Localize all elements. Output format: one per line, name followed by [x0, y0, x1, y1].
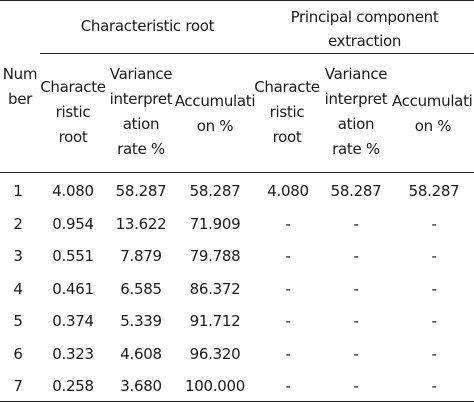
cell-characteristic-root: 0.258 — [52, 377, 94, 395]
cell-extraction-accumulation: - — [431, 279, 437, 298]
column-header-extraction-variance-rate: Variance interpret ation rate % — [324, 65, 388, 158]
group-header-characteristic-root: Characteristic root — [80, 17, 215, 35]
cell-extraction-characteristic-root: - — [285, 312, 291, 330]
cell-characteristic-root: 0.954 — [52, 214, 94, 233]
cell-number: 7 — [13, 377, 23, 395]
top-rule — [0, 0, 474, 1]
cell-variance-rate: 3.680 — [120, 377, 162, 395]
cell-extraction-characteristic-root: 4.080 — [267, 182, 309, 200]
cell-accumulation: 91.712 — [189, 312, 241, 330]
cell-characteristic-root: 4.080 — [52, 182, 94, 200]
cell-variance-rate: 5.339 — [120, 312, 162, 330]
cell-extraction-characteristic-root: - — [285, 377, 291, 395]
cell-variance-rate: 7.879 — [120, 247, 162, 265]
cell-extraction-accumulation: - — [431, 344, 437, 363]
column-header-number: Num ber — [2, 65, 38, 108]
cell-accumulation: 100.000 — [185, 377, 245, 395]
cell-number: 5 — [13, 312, 23, 330]
cell-characteristic-root: 0.374 — [52, 312, 94, 330]
cell-extraction-accumulation: - — [431, 214, 437, 233]
group-header-rule — [40, 53, 474, 54]
column-header-characteristic-root: Characte ristic root — [40, 78, 106, 146]
cell-accumulation: 71.909 — [189, 214, 241, 233]
cell-accumulation: 79.788 — [189, 247, 241, 265]
cell-variance-rate: 6.585 — [120, 279, 162, 298]
cell-extraction-characteristic-root: - — [285, 279, 291, 298]
cell-extraction-accumulation: - — [431, 377, 437, 395]
cell-extraction-variance-rate: - — [353, 247, 359, 265]
cell-extraction-accumulation: - — [431, 247, 437, 265]
cell-characteristic-root: 0.323 — [52, 344, 94, 363]
cell-accumulation: 58.287 — [189, 182, 241, 200]
cell-extraction-accumulation: 58.287 — [408, 182, 460, 200]
cell-extraction-variance-rate: - — [353, 344, 359, 363]
group-header-principal-component-extraction: Principal component extraction — [290, 8, 439, 50]
cell-accumulation: 96.320 — [189, 344, 241, 363]
cell-extraction-variance-rate: 58.287 — [330, 182, 382, 200]
cell-extraction-variance-rate: - — [353, 312, 359, 330]
column-header-variance-rate: Variance interpret ation rate % — [109, 65, 173, 158]
cell-number: 3 — [13, 247, 23, 265]
cell-extraction-variance-rate: - — [353, 279, 359, 298]
column-header-accumulation: Accumulati on % — [174, 92, 256, 135]
cell-number: 6 — [13, 344, 23, 363]
column-header-extraction-characteristic-root: Characte ristic root — [254, 78, 320, 146]
cell-number: 4 — [13, 279, 23, 298]
cell-extraction-characteristic-root: - — [285, 344, 291, 363]
column-header-rule — [0, 172, 474, 173]
cell-extraction-variance-rate: - — [353, 214, 359, 233]
cell-number: 2 — [13, 214, 23, 233]
column-header-extraction-accumulation: Accumulati on % — [392, 92, 473, 135]
cell-variance-rate: 4.608 — [120, 344, 162, 363]
cell-variance-rate: 58.287 — [115, 182, 167, 200]
cell-extraction-variance-rate: - — [353, 377, 359, 395]
cell-extraction-characteristic-root: - — [285, 214, 291, 233]
cell-accumulation: 86.372 — [189, 279, 241, 298]
cell-extraction-accumulation: - — [431, 312, 437, 330]
cell-characteristic-root: 0.551 — [52, 247, 94, 265]
cell-characteristic-root: 0.461 — [52, 279, 94, 298]
cell-variance-rate: 13.622 — [115, 214, 167, 233]
cell-extraction-characteristic-root: - — [285, 247, 291, 265]
cell-number: 1 — [13, 182, 23, 200]
